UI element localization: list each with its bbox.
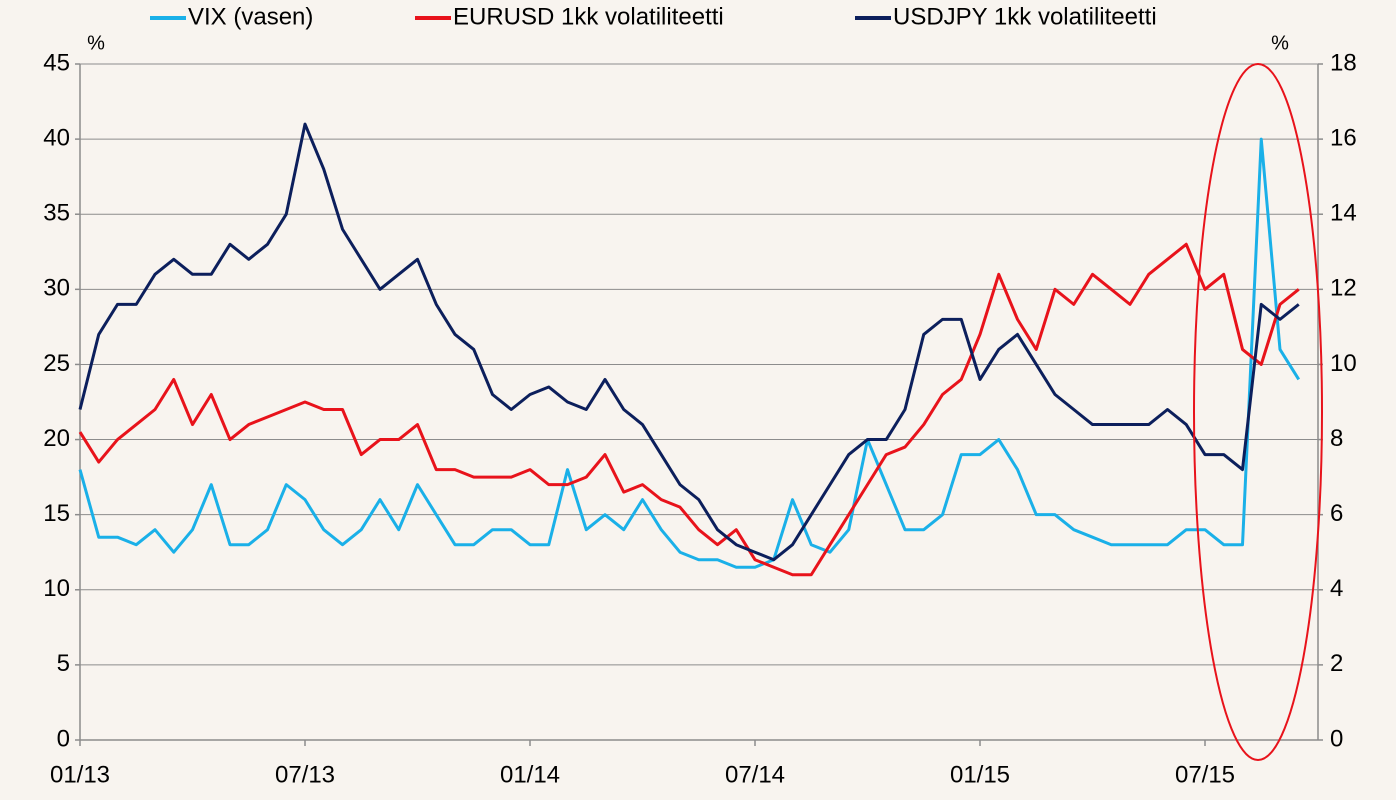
y-tick-label: 10 [43, 575, 70, 602]
series-line [78, 137, 1301, 569]
highlight-ellipse [1193, 63, 1323, 761]
x-tick-label: 01/13 [50, 761, 110, 788]
y2-tick-label: 10 [1330, 350, 1357, 377]
legend-label: VIX (vasen) [188, 3, 313, 30]
x-tick-label: 07/14 [725, 761, 785, 788]
legend-label: USDJPY 1kk volatiliteetti [893, 3, 1157, 30]
x-tick-label: 07/13 [275, 761, 335, 788]
y2-tick-label: 6 [1330, 500, 1343, 527]
y2-tick-label: 16 [1330, 124, 1357, 151]
x-tick-label: 01/14 [500, 761, 560, 788]
y2-tick-label: 2 [1330, 650, 1343, 677]
y-tick-label: 40 [43, 124, 70, 151]
y2-tick-label: 18 [1330, 49, 1357, 76]
y-tick-label: 45 [43, 49, 70, 76]
series-line [78, 242, 1300, 577]
y2-tick-label: 4 [1330, 575, 1343, 602]
y2-tick-label: 14 [1330, 200, 1357, 227]
y-tick-label: 15 [43, 500, 70, 527]
series-line [78, 122, 1300, 562]
y-tick-label: 5 [57, 650, 70, 677]
y-tick-label: 30 [43, 275, 70, 302]
x-tick-label: 07/15 [1175, 761, 1235, 788]
x-tick-label: 01/15 [950, 761, 1010, 788]
y2-tick-label: 8 [1330, 425, 1343, 452]
y-tick-label: 25 [43, 350, 70, 377]
legend-label: EURUSD 1kk volatiliteetti [453, 3, 724, 30]
y-tick-label: 35 [43, 200, 70, 227]
y2-tick-label: 0 [1330, 725, 1343, 752]
y-tick-label: 20 [43, 425, 70, 452]
y2-unit: % [1271, 32, 1289, 54]
y-unit: % [87, 32, 105, 54]
y-tick-label: 0 [57, 725, 70, 752]
y2-tick-label: 12 [1330, 275, 1357, 302]
